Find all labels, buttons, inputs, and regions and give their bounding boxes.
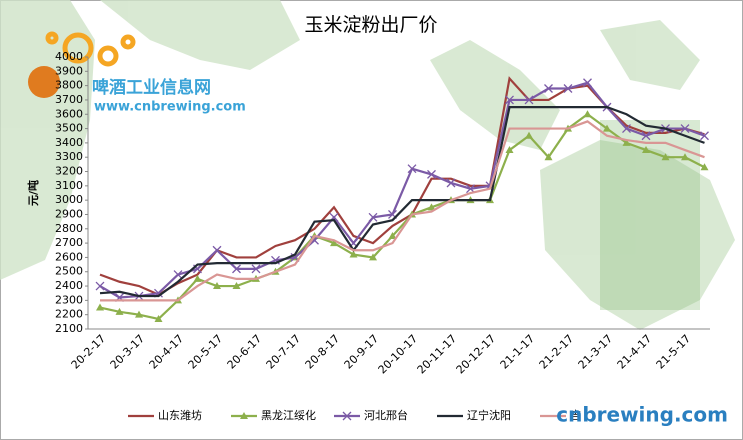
y-tick-label: 3700 xyxy=(55,93,83,106)
point-marker xyxy=(661,153,670,161)
point-marker xyxy=(544,84,553,93)
point-marker xyxy=(622,124,631,134)
point-marker xyxy=(154,314,163,322)
watermark-title: 啤酒工业信息网 xyxy=(92,77,211,98)
watermark-corner: cnbrewing.com xyxy=(556,403,728,427)
point-marker xyxy=(505,146,514,154)
point-marker xyxy=(505,95,514,105)
y-tick-label: 4000 xyxy=(55,50,83,63)
point-marker xyxy=(213,282,221,290)
point-marker xyxy=(622,138,631,146)
point-marker xyxy=(700,131,709,141)
point-marker xyxy=(427,203,436,211)
point-marker xyxy=(135,310,143,318)
point-marker xyxy=(407,164,417,174)
logo-ball xyxy=(28,66,60,98)
y-tick-label: 2100 xyxy=(55,322,83,335)
y-tick-label: 3400 xyxy=(55,136,83,149)
point-marker xyxy=(544,153,553,161)
y-tick-label: 3200 xyxy=(55,165,83,178)
y-tick-label: 3600 xyxy=(55,107,83,120)
point-marker xyxy=(369,253,377,261)
point-marker xyxy=(680,124,690,134)
point-marker xyxy=(96,303,104,311)
point-marker xyxy=(232,264,241,274)
series-line xyxy=(100,120,705,302)
legend-label: 山东潍坊 xyxy=(158,408,202,422)
y-tick-label: 2400 xyxy=(55,279,83,292)
map-highlight xyxy=(600,120,700,310)
y-tick-label: 3500 xyxy=(55,122,83,135)
legend-label: 辽宁沈阳 xyxy=(467,408,511,422)
point-marker xyxy=(330,239,338,247)
point-marker xyxy=(427,169,436,179)
point-marker xyxy=(642,146,650,154)
y-tick-label: 3300 xyxy=(55,150,83,163)
point-marker xyxy=(115,307,124,315)
point-marker xyxy=(641,131,651,141)
y-tick-label: 3000 xyxy=(55,193,83,206)
chart-title: 玉米淀粉出厂价 xyxy=(304,14,437,36)
point-marker xyxy=(563,84,573,93)
series-line xyxy=(99,106,705,298)
y-tick-label: 3800 xyxy=(55,79,83,92)
point-marker xyxy=(524,95,534,105)
point-marker xyxy=(173,270,183,280)
point-marker xyxy=(368,212,378,222)
legend: 山东潍坊 黑龙江绥化 河北邢台 辽宁沈阳 吉 xyxy=(128,408,581,422)
legend-label: 黑龙江绥化 xyxy=(261,408,316,422)
y-axis-label: 元/吨 xyxy=(26,180,40,206)
point-marker xyxy=(525,131,533,139)
y-tick-label: 3100 xyxy=(55,179,83,192)
point-marker xyxy=(583,110,592,118)
point-marker xyxy=(700,163,709,171)
y-tick-label: 2900 xyxy=(55,207,83,220)
legend-label: 吉 xyxy=(570,409,581,422)
point-marker xyxy=(603,124,611,132)
point-marker xyxy=(681,153,689,161)
y-tick-label: 2600 xyxy=(55,250,83,263)
map-background xyxy=(0,0,735,330)
point-marker xyxy=(349,250,358,258)
y-tick-label: 2700 xyxy=(55,236,83,249)
point-marker xyxy=(388,231,397,239)
point-marker xyxy=(212,245,222,255)
logo-circles xyxy=(45,31,136,67)
point-marker xyxy=(446,178,456,188)
y-tick-label: 2200 xyxy=(55,308,83,321)
point-marker xyxy=(193,274,202,282)
y-tick-label: 2300 xyxy=(55,293,83,306)
y-tick-label: 2500 xyxy=(55,265,83,278)
series-line xyxy=(99,112,706,321)
point-marker xyxy=(95,281,105,291)
point-marker xyxy=(251,264,261,274)
point-marker xyxy=(583,78,592,88)
point-marker xyxy=(232,282,241,290)
y-tick-label: 3900 xyxy=(55,64,83,77)
watermark-url: www.cnbrewing.com xyxy=(94,100,246,115)
y-tick-label: 2800 xyxy=(55,222,83,235)
legend-label: 河北邢台 xyxy=(364,408,408,422)
